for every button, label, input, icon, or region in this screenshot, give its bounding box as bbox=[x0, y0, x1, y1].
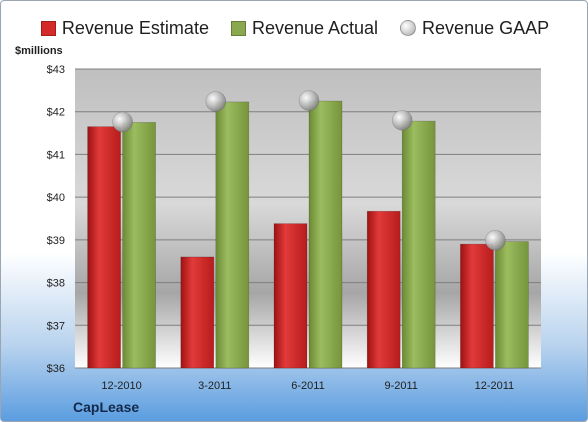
actual-bar bbox=[401, 120, 436, 369]
x-tick-label: 9-2011 bbox=[384, 380, 417, 392]
y-tick-label: $37 bbox=[47, 320, 65, 332]
gaap-marker bbox=[112, 111, 133, 133]
estimate-bar bbox=[273, 223, 308, 369]
y-tick-label: $39 bbox=[47, 235, 65, 247]
legend-swatch-estimate bbox=[40, 20, 56, 36]
y-tick-labels: $36 $37 $38 $39 $40 $41 $42 $43 bbox=[47, 64, 65, 375]
x-tick-label: 6-2011 bbox=[291, 380, 324, 392]
x-tick-label: 12-2011 bbox=[475, 380, 515, 392]
bars bbox=[87, 100, 529, 369]
gaap-marker bbox=[205, 91, 227, 112]
legend-label-gaap: Revenue GAAP bbox=[422, 17, 550, 38]
estimate-bar bbox=[180, 256, 215, 369]
x-tick-label: 12-2010 bbox=[101, 380, 141, 392]
legend-item-estimate: Revenue Estimate bbox=[40, 17, 209, 39]
y-tick-label: $36 bbox=[47, 363, 65, 375]
x-tick-label: 3-2011 bbox=[198, 380, 231, 392]
y-axis-unit-label: $millions bbox=[15, 45, 63, 57]
actual-bar bbox=[495, 241, 529, 369]
legend-item-gaap: Revenue GAAP bbox=[400, 18, 549, 39]
legend-label-estimate: Revenue Estimate bbox=[61, 17, 209, 38]
legend-swatch-actual bbox=[230, 20, 246, 36]
x-tick-labels: 12-2010 3-2011 6-2011 9-2011 12-2011 bbox=[101, 380, 514, 392]
actual-bar bbox=[308, 100, 343, 369]
gaap-marker bbox=[391, 109, 413, 131]
y-tick-label: $38 bbox=[47, 278, 65, 290]
legend: Revenue Estimate Revenue Actual Revenue … bbox=[1, 15, 587, 41]
legend-swatch-gaap bbox=[400, 20, 417, 36]
y-tick-label: $43 bbox=[47, 64, 65, 76]
gaap-marker bbox=[485, 229, 506, 251]
y-tick-label: $41 bbox=[47, 149, 65, 161]
actual-bar bbox=[122, 122, 156, 369]
gaap-markers bbox=[112, 90, 506, 251]
estimate-bar bbox=[87, 126, 121, 369]
y-tick-label: $42 bbox=[47, 107, 65, 119]
legend-label-actual: Revenue Actual bbox=[251, 17, 379, 38]
actual-bar bbox=[215, 101, 250, 369]
gaap-marker bbox=[298, 90, 320, 111]
legend-item-actual: Revenue Actual bbox=[230, 17, 379, 39]
y-tick-label: $40 bbox=[47, 192, 65, 204]
company-name: CapLease bbox=[73, 399, 140, 415]
estimate-bar bbox=[460, 243, 494, 369]
estimate-bar bbox=[366, 210, 401, 369]
